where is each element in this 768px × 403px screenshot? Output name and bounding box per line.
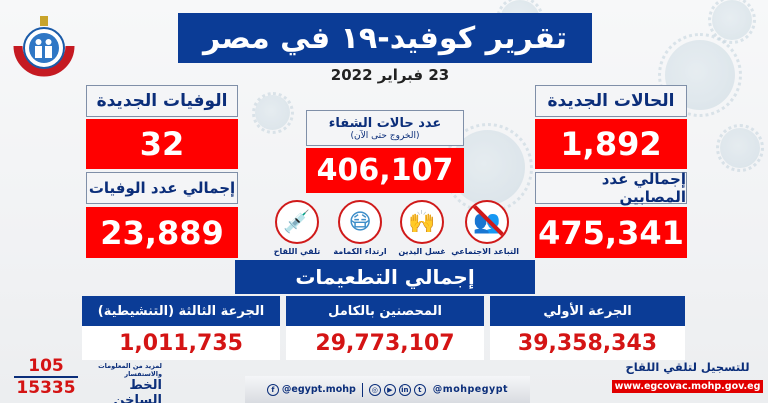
new-deaths-value: 32 bbox=[86, 119, 238, 169]
total-cases-label: إجمالي عدد المصابين bbox=[535, 170, 687, 206]
social-bar: f @egypt.mohp ◎ ▶ in t @mohpegypt bbox=[245, 376, 530, 403]
register-text: للتسجيل لتلقي اللقاح bbox=[625, 360, 750, 374]
total-deaths-value: 23,889 bbox=[86, 207, 238, 258]
vacc-fully-vaccinated-label: المحصنين بالكامل bbox=[286, 296, 484, 326]
new-deaths-label-text: الوفيات الجديدة bbox=[96, 91, 228, 111]
hotline-text: لمزيد من المعلومات والاستفسار الخط الساخ… bbox=[82, 362, 162, 403]
vacc-booster-label: الجرعة الثالثة (التنشيطية) bbox=[82, 296, 280, 326]
vacc-first-dose: الجرعة الأولي 39,358,343 bbox=[490, 296, 685, 360]
recovered-label-text: عدد حالات الشفاء bbox=[328, 115, 442, 131]
vacc-booster-value: 1,011,735 bbox=[82, 326, 280, 360]
youtube-icon[interactable]: ▶ bbox=[383, 383, 396, 396]
total-deaths-label-text: إجمالي عدد الوفيات bbox=[88, 179, 236, 197]
hand-wash-icon: 🙌 bbox=[400, 200, 444, 244]
precaution-face-mask: 😷 ارتداء الكمامة bbox=[328, 200, 392, 256]
new-cases-value: 1,892 bbox=[535, 119, 687, 169]
linkedin-icon[interactable]: in bbox=[398, 383, 411, 396]
hotline-number-1: 105 bbox=[28, 356, 64, 376]
hotline-numbers: 105 15335 bbox=[14, 358, 78, 397]
vaccine-registration: للتسجيل لتلقي اللقاح www.egcovac.mohp.go… bbox=[610, 360, 765, 393]
new-cases-label-text: الحالات الجديدة bbox=[547, 91, 675, 111]
report-date: 23 فبراير 2022 bbox=[330, 66, 450, 84]
facebook-handle[interactable]: @egypt.mohp bbox=[281, 384, 356, 395]
recovered-sublabel: (الخروج حتى الآن) bbox=[350, 130, 420, 141]
divider bbox=[14, 376, 78, 378]
vacc-first-dose-label: الجرعة الأولي bbox=[490, 296, 685, 326]
facebook-icon[interactable]: f bbox=[266, 383, 279, 396]
vacc-fully-vaccinated: المحصنين بالكامل 29,773,107 bbox=[286, 296, 484, 360]
vacc-first-dose-value: 39,358,343 bbox=[490, 326, 685, 360]
hotline-label: الخط الساخن bbox=[113, 378, 162, 403]
vacc-booster: الجرعة الثالثة (التنشيطية) 1,011,735 bbox=[82, 296, 280, 360]
vacc-fully-vaccinated-value: 29,773,107 bbox=[286, 326, 484, 360]
new-cases-label: الحالات الجديدة bbox=[535, 85, 687, 117]
social-handle[interactable]: @mohpegypt bbox=[432, 384, 509, 395]
no-crowd-icon: 👥 bbox=[465, 200, 509, 244]
hotline-info: لمزيد من المعلومات والاستفسار bbox=[98, 362, 162, 378]
face-mask-icon: 😷 bbox=[338, 200, 382, 244]
recovered-value: 406,107 bbox=[306, 148, 464, 193]
syringe-icon: 💉 bbox=[275, 200, 319, 244]
virus-decoration bbox=[716, 124, 764, 172]
vaccinations-title: إجمالي التطعيمات bbox=[235, 260, 535, 294]
instagram-icon[interactable]: ◎ bbox=[368, 383, 381, 396]
register-url[interactable]: www.egcovac.mohp.gov.eg bbox=[611, 380, 764, 393]
page-title: تقرير كوفيد-١٩ في مصر bbox=[178, 13, 592, 63]
precaution-vaccine: 💉 تلقي اللقاح bbox=[265, 200, 329, 256]
new-deaths-label: الوفيات الجديدة bbox=[86, 85, 238, 117]
twitter-icon[interactable]: t bbox=[413, 383, 426, 396]
precaution-social-distance: 👥 التباعد الاجتماعي bbox=[451, 200, 519, 256]
total-deaths-label: إجمالي عدد الوفيات bbox=[86, 172, 238, 204]
virus-decoration bbox=[708, 0, 756, 44]
ministry-logo bbox=[8, 10, 80, 82]
recovered-label: عدد حالات الشفاء (الخروج حتى الآن) bbox=[306, 110, 464, 146]
precaution-label: ارتداء الكمامة bbox=[333, 247, 387, 256]
hotline-number-2: 15335 bbox=[16, 378, 76, 398]
total-cases-label-text: إجمالي عدد المصابين bbox=[601, 170, 686, 206]
divider bbox=[361, 382, 363, 397]
total-cases-value: 475,341 bbox=[535, 207, 687, 258]
precaution-hand-wash: 🙌 غسل اليدين bbox=[390, 200, 454, 256]
precaution-label: تلقي اللقاح bbox=[273, 247, 321, 256]
precaution-label: غسل اليدين bbox=[398, 247, 446, 256]
precaution-label: التباعد الاجتماعي bbox=[451, 247, 519, 256]
virus-decoration bbox=[251, 91, 294, 134]
